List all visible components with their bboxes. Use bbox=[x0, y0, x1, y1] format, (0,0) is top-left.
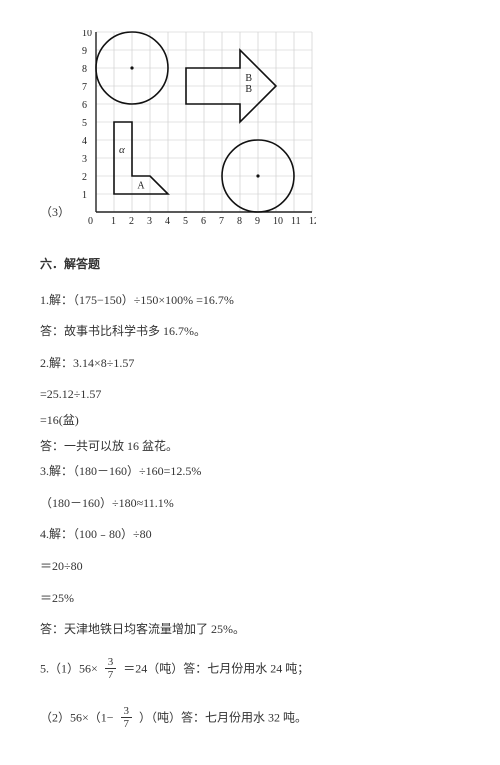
problem-2-step3: =16(盆) bbox=[40, 410, 460, 432]
grid-svg: 012345678910111212345678910αABB bbox=[76, 30, 316, 230]
problem-1-answer: 答：故事书比科学书多 16.7%。 bbox=[40, 321, 460, 343]
svg-text:2: 2 bbox=[129, 216, 134, 227]
p5a-post: ＝24（吨）答：七月份用水 24 吨； bbox=[123, 661, 309, 675]
p5a-fraction: 3 7 bbox=[105, 656, 117, 681]
p5b-pre: （2）56×（1− bbox=[40, 710, 114, 724]
svg-text:1: 1 bbox=[82, 190, 87, 201]
svg-text:8: 8 bbox=[82, 64, 87, 75]
svg-text:11: 11 bbox=[291, 216, 301, 227]
svg-text:α: α bbox=[119, 144, 125, 156]
p5a-num: 3 bbox=[105, 656, 117, 669]
svg-text:10: 10 bbox=[273, 216, 283, 227]
problem-5-part2: （2）56×（1− 3 7 ）（吨）答：七月份用水 32 吨。 bbox=[40, 706, 460, 731]
problem-2-answer: 答：一共可以放 16 盆花。 bbox=[40, 436, 460, 458]
problem-2-step1: 2.解：3.14×8÷1.57 bbox=[40, 353, 460, 375]
svg-text:7: 7 bbox=[82, 82, 87, 93]
svg-text:0: 0 bbox=[88, 216, 93, 227]
svg-text:5: 5 bbox=[82, 118, 87, 129]
problem-3-step1: 3.解：（180－160）÷160=12.5% bbox=[40, 461, 460, 483]
problem-1-step: 1.解：（175−150）÷150×100% =16.7% bbox=[40, 290, 460, 312]
problem-2-step2: =25.12÷1.57 bbox=[40, 384, 460, 406]
svg-text:7: 7 bbox=[219, 216, 224, 227]
p5a-den: 7 bbox=[105, 669, 117, 681]
svg-text:5: 5 bbox=[183, 216, 188, 227]
svg-text:9: 9 bbox=[82, 46, 87, 57]
svg-text:6: 6 bbox=[201, 216, 206, 227]
svg-text:B: B bbox=[245, 73, 252, 84]
svg-text:B: B bbox=[245, 84, 252, 95]
p5b-den: 7 bbox=[121, 718, 133, 730]
svg-text:4: 4 bbox=[165, 216, 170, 227]
svg-text:1: 1 bbox=[111, 216, 116, 227]
svg-text:4: 4 bbox=[82, 136, 87, 147]
problem-5-part1: 5.（1）56× 3 7 ＝24（吨）答：七月份用水 24 吨； bbox=[40, 657, 460, 682]
question-3-label: （3） bbox=[40, 202, 70, 224]
p5a-pre: 5.（1）56× bbox=[40, 661, 98, 675]
svg-text:2: 2 bbox=[82, 172, 87, 183]
problem-4-step3: ＝25% bbox=[40, 588, 460, 610]
svg-text:3: 3 bbox=[82, 154, 87, 165]
svg-text:8: 8 bbox=[237, 216, 242, 227]
problem-4-answer: 答：天津地铁日均客流量增加了 25%。 bbox=[40, 619, 460, 641]
p5b-post: ）（吨）答：七月份用水 32 吨。 bbox=[139, 710, 307, 724]
grid-figure: 012345678910111212345678910αABB bbox=[76, 30, 316, 230]
figure-row: （3） 012345678910111212345678910αABB bbox=[40, 30, 460, 230]
svg-text:A: A bbox=[137, 181, 145, 192]
svg-text:10: 10 bbox=[82, 30, 92, 39]
section-title: 六．解答题 bbox=[40, 254, 460, 276]
problem-3-step2: （180－160）÷180≈11.1% bbox=[40, 493, 460, 515]
p5b-fraction: 3 7 bbox=[121, 705, 133, 730]
svg-text:9: 9 bbox=[255, 216, 260, 227]
problem-4-step2: ＝20÷80 bbox=[40, 556, 460, 578]
problem-4-step1: 4.解：（100﹣80）÷80 bbox=[40, 524, 460, 546]
svg-text:12: 12 bbox=[309, 216, 316, 227]
svg-text:6: 6 bbox=[82, 100, 87, 111]
svg-text:3: 3 bbox=[147, 216, 152, 227]
